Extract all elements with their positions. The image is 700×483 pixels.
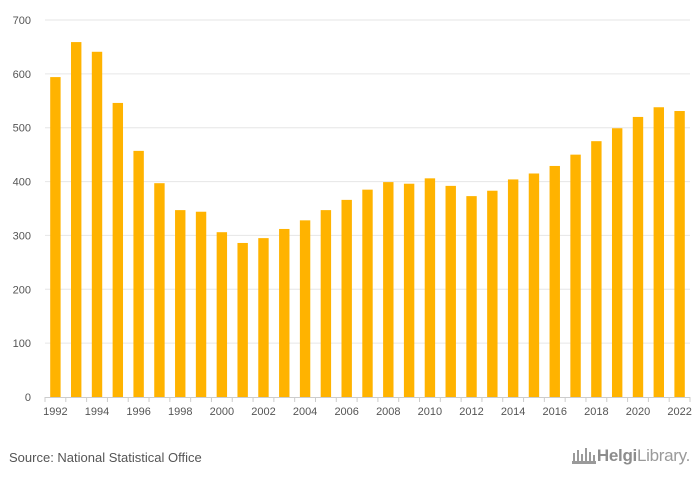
x-tick-label: 2022	[667, 406, 691, 418]
bar-2003	[279, 228, 290, 397]
bar-2002	[258, 238, 269, 397]
bar-2008	[383, 182, 394, 397]
bar-2012	[466, 196, 477, 397]
bar-2016	[549, 165, 560, 397]
x-tick-label: 2006	[334, 406, 358, 418]
bar-2019	[611, 128, 623, 397]
bar-1998	[175, 210, 186, 397]
bar-2001	[237, 242, 248, 397]
source-note: Source: National Statistical Office	[9, 450, 202, 465]
bar-2004	[299, 220, 311, 397]
y-tick-label: 400	[13, 177, 31, 189]
logo-text-regular: Library.	[636, 446, 690, 465]
y-axis: 0 100 200 300 400 500 600 700	[13, 15, 31, 404]
bar-2005	[320, 210, 332, 397]
logo-text-bold: Helgi	[596, 446, 637, 465]
bar-2007	[362, 189, 373, 397]
x-tick-label: 2004	[293, 406, 317, 418]
bar-2014	[507, 179, 519, 397]
x-tick-label: 2018	[584, 406, 608, 418]
y-tick-label: 0	[25, 392, 31, 404]
bar-2011	[445, 185, 456, 397]
bar-1992	[50, 77, 61, 398]
bar-2015	[528, 173, 540, 397]
x-tick-label: 2012	[459, 406, 483, 418]
bar-2017	[570, 154, 581, 397]
x-axis: 1992 1994 1996 1998 2000 2002 2004 2006 2008 2010…	[43, 397, 692, 418]
x-tick-label: 2016	[543, 406, 567, 418]
bar-2021	[653, 107, 664, 398]
x-tick-label: 1994	[85, 406, 109, 418]
x-tick-label: 2002	[251, 406, 275, 418]
bar-1999	[195, 211, 207, 397]
x-tick-label: 1992	[43, 406, 67, 418]
logo: HelgiLibrary.	[571, 446, 690, 466]
bar-2009	[403, 183, 415, 397]
y-tick-label: 200	[13, 284, 31, 296]
x-tick-label: 2008	[376, 406, 400, 418]
bar-chart: 0 100 200 300 400 500 600 700 1992 1994 1996 1998 2…	[13, 15, 692, 418]
logo-text: HelgiLibrary.	[597, 446, 690, 466]
bar-2022	[674, 111, 685, 398]
x-tick-label: 2010	[418, 406, 442, 418]
bar-1996	[133, 150, 144, 397]
x-tick-label: 1998	[168, 406, 192, 418]
y-tick-label: 300	[13, 230, 31, 242]
x-tick-label: 2000	[210, 406, 234, 418]
bar-2000	[216, 232, 228, 397]
x-tick-label: 1996	[126, 406, 150, 418]
bar-1993	[71, 42, 82, 398]
y-tick-label: 700	[13, 15, 31, 27]
bar-1995	[112, 102, 124, 397]
bar-2013	[487, 190, 498, 397]
x-tick-label: 2020	[626, 406, 650, 418]
y-tick-label: 500	[13, 123, 31, 135]
bar-1997	[154, 183, 165, 397]
bar-1994	[91, 51, 103, 397]
bar-2018	[591, 141, 602, 397]
bar-2006	[341, 199, 352, 397]
bar-2020	[632, 116, 644, 397]
helgi-library-logo-icon	[571, 448, 596, 464]
y-tick-label: 600	[13, 69, 31, 81]
x-tick-label: 2014	[501, 406, 525, 418]
bar-2010	[424, 178, 436, 397]
y-tick-label: 100	[13, 338, 31, 350]
chart-footer: Source: National Statistical Office Helg…	[0, 440, 700, 483]
bars	[50, 42, 685, 398]
